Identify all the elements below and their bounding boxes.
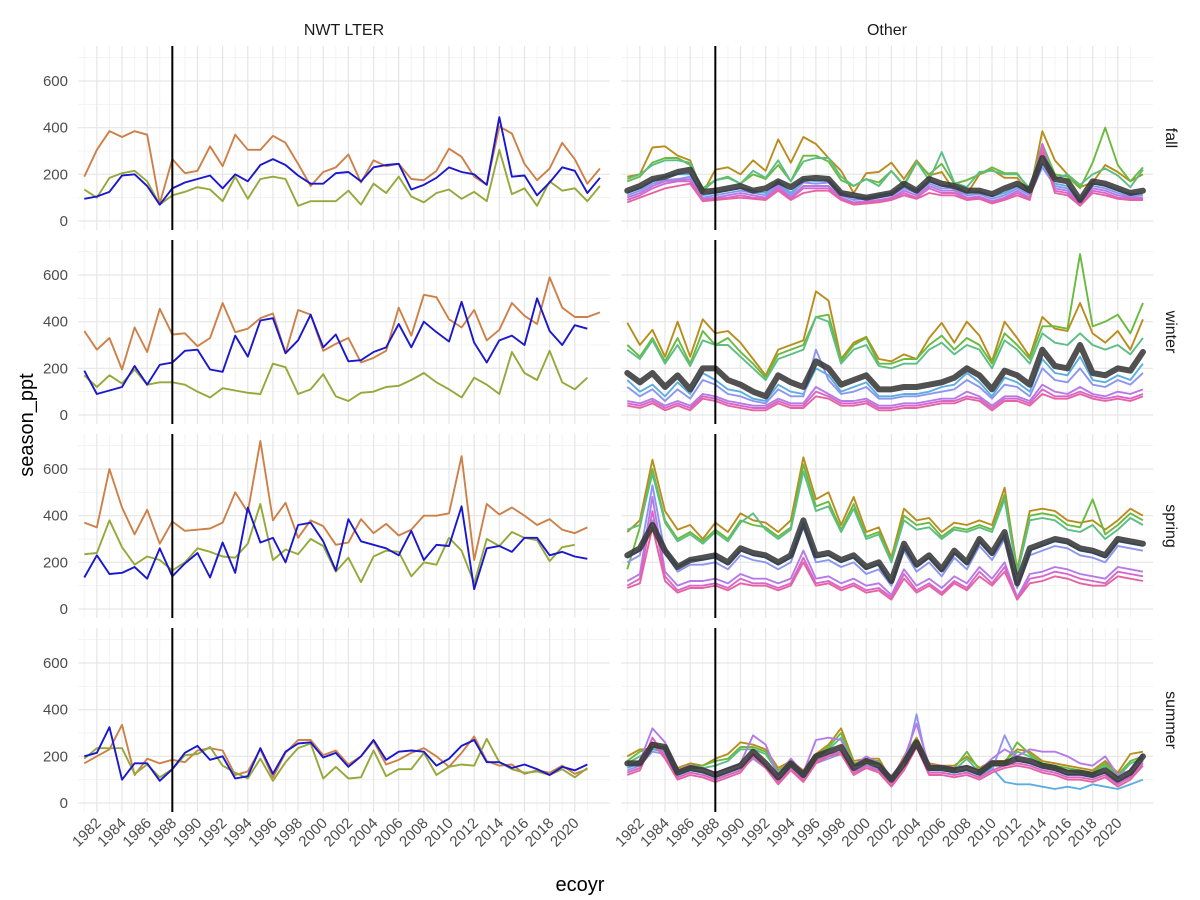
series-line-2	[83, 148, 601, 207]
row-strip-labels: fall winter spring summer	[1162, 128, 1179, 750]
y-axis-tick-labels: 0 200 400 600 0 200 400 600 0 200 400 600 0 200 400 600	[43, 73, 68, 812]
series-line-2	[626, 253, 1144, 379]
series-line-8	[626, 526, 1144, 601]
strip-label-winter: winter	[1162, 310, 1179, 354]
series-line-1	[626, 290, 1144, 377]
strip-label-spring: spring	[1162, 504, 1179, 548]
series-line-3	[626, 470, 1144, 575]
y-tick-label: 400	[43, 314, 68, 331]
series-line-4	[626, 355, 1144, 402]
series-line-8	[626, 741, 1144, 788]
strip-label-nwt-lter: NWT LTER	[304, 22, 384, 39]
series-line-2	[83, 349, 589, 402]
series-line-3	[83, 505, 588, 591]
mean-line	[624, 342, 1146, 400]
series-line-1	[83, 276, 601, 371]
mean-line	[624, 517, 1146, 587]
mean-line	[624, 155, 1146, 203]
y-tick-label: 0	[60, 213, 68, 230]
series-line-1	[627, 130, 1144, 196]
x-tick-label: 2020	[1090, 815, 1126, 851]
y-tick-label: 200	[43, 554, 68, 571]
series-line-5	[626, 484, 1144, 589]
series-line-7	[626, 143, 1143, 206]
y-tick-label: 200	[43, 748, 68, 765]
y-tick-label: 400	[43, 508, 68, 525]
panel-other-summer	[621, 628, 1153, 812]
panel-nwt-lter-spring	[78, 434, 610, 618]
panel-nwt-lter-winter	[78, 240, 610, 424]
y-tick-label: 600	[43, 267, 68, 284]
series-line-6	[626, 496, 1144, 599]
series-line-3	[84, 116, 601, 206]
y-tick-label: 600	[43, 73, 68, 90]
series-line-3	[84, 726, 588, 782]
series-line-3	[83, 297, 588, 395]
panel-other-fall	[621, 46, 1153, 230]
y-axis-title: season_ppt	[16, 373, 38, 477]
series-line-3	[626, 316, 1144, 381]
series-line-1	[626, 456, 1144, 571]
series-line-7	[626, 510, 1144, 601]
y-tick-label: 400	[43, 120, 68, 137]
y-tick-label: 0	[60, 407, 68, 424]
y-tick-label: 600	[43, 655, 68, 672]
series-line-5	[626, 348, 1144, 405]
panels	[78, 46, 1153, 812]
mean-line	[624, 739, 1146, 783]
strip-label-other: Other	[867, 22, 908, 39]
series-line-2	[626, 463, 1144, 573]
y-tick-label: 600	[43, 461, 68, 478]
series-line-8	[626, 150, 1143, 207]
y-tick-label: 0	[60, 601, 68, 618]
y-tick-label: 200	[43, 360, 68, 377]
series-line-7	[626, 736, 1144, 786]
x-axis-tick-labels: 1982198419861988199019921994199619982000…	[69, 815, 1126, 851]
series-line-1	[83, 440, 588, 561]
strip-label-summer: summer	[1162, 691, 1179, 749]
panel-other-spring	[621, 434, 1153, 618]
series-line-8	[627, 393, 1144, 412]
column-strip-labels: NWT LTER Other	[304, 22, 908, 39]
series-line-1	[83, 125, 601, 205]
y-tick-label: 400	[43, 702, 68, 719]
panel-nwt-lter-fall	[78, 46, 610, 230]
x-axis-title: ecoyr	[556, 874, 605, 896]
y-tick-label: 200	[43, 166, 68, 183]
x-tick-label: 2020	[547, 815, 583, 851]
series-line-7	[627, 388, 1144, 409]
panel-other-winter	[621, 240, 1153, 424]
series-line-6	[626, 147, 1143, 205]
panel-nwt-lter-summer	[78, 628, 610, 812]
series-line-6	[627, 383, 1144, 407]
y-tick-label: 0	[60, 795, 68, 812]
strip-label-fall: fall	[1162, 128, 1179, 148]
series-line-2	[84, 503, 575, 585]
